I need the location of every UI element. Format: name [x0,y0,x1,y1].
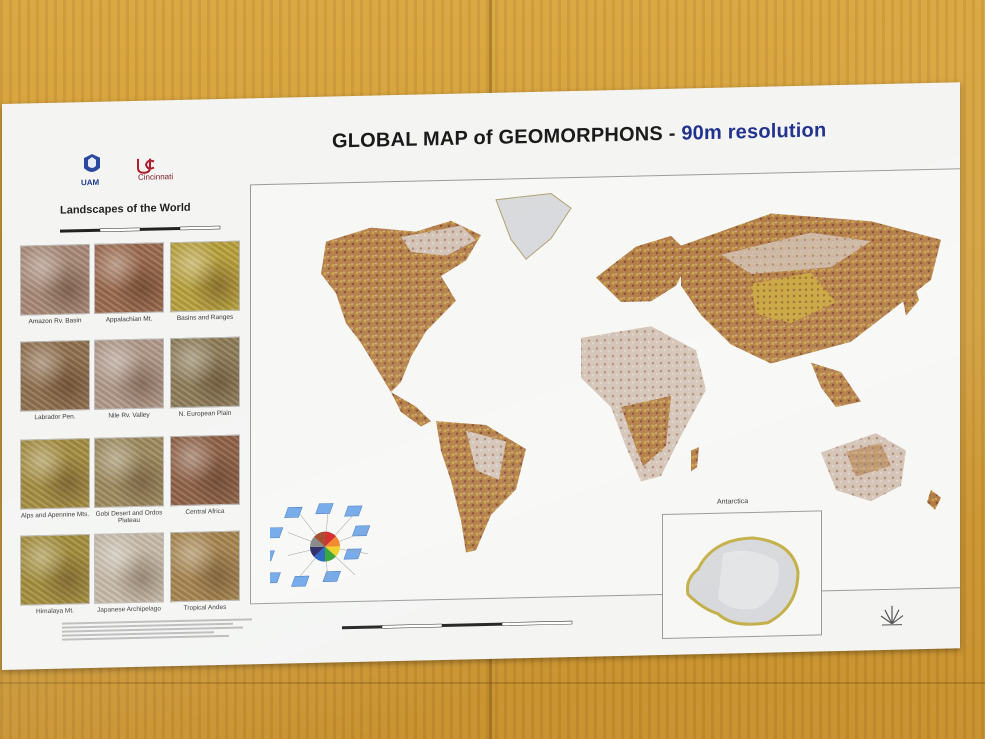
new-zealand-landmass [927,489,941,510]
landscape-tile [170,336,240,409]
landscape-tile-label: Tropical Andes [183,603,227,612]
uam-logo-text: UAM [81,177,100,188]
landscape-tile [20,534,90,606]
landscape-tile-label: N. European Plain [178,409,232,418]
landscape-tile [170,530,240,603]
map-scale-bar [342,620,573,630]
madagascar-landmass [691,447,699,472]
antarctica-map [686,536,800,626]
world-map-frame [250,168,960,605]
geomorphon-legend-wheel [270,503,371,587]
landscape-tile [20,438,90,510]
landscape-tile-grid: Amazon Rv. Basin Appalachian Mt. Basins an… [2,82,960,615]
poster-title-main: GLOBAL MAP of GEOMORPHONS - [332,122,682,153]
landscape-tile [170,434,240,507]
central-america-landmass [391,392,431,427]
poster: GLOBAL MAP of GEOMORPHONS - 90m resoluti… [2,82,960,670]
landscape-tile-label: Basins and Ranges [176,313,234,323]
world-geomorphon-map [321,193,941,553]
poster-title: GLOBAL MAP of GEOMORPHONS - 90m resoluti… [332,119,826,153]
southeast-asia-landmass [811,362,861,408]
landscape-tile [20,340,90,412]
wall-panel-seam [0,682,985,684]
japan-landmass [901,280,919,316]
antarctica-inset-label: Antarctica [717,498,749,506]
landscape-tile [94,532,164,604]
north-america-landmass [321,220,481,393]
landscape-tile-label: Central Africa [185,507,225,516]
europe-landmass [596,235,691,302]
landscape-tile [170,240,240,313]
plant-logo-icon [880,605,904,626]
antarctica-inset [662,510,822,640]
landscape-tile [94,338,164,410]
landscape-tile [94,242,164,314]
uc-logo-icon [137,158,155,174]
small-scale-bar [60,225,221,233]
uam-crest-icon [84,153,100,172]
greenland-landmass [495,193,572,260]
uc-logo-text: Cincinnati [138,172,174,182]
poster-credits-fineprint [62,616,252,642]
landscape-tile [20,244,90,316]
landscapes-panel-title: Landscapes of the World [60,201,191,217]
landscape-tile [94,436,164,508]
institution-logos: UAM Cincinnati [80,152,200,195]
poster-title-accent: 90m resolution [681,119,827,145]
